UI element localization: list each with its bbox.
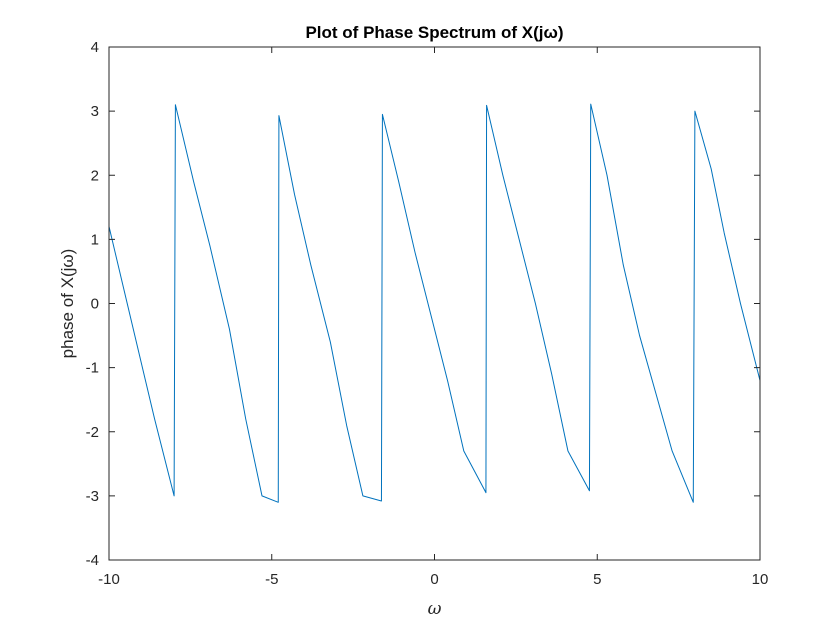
plot-area [108, 103, 761, 503]
x-tick-label: -10 [98, 571, 120, 588]
y-tick-label: 3 [91, 103, 99, 120]
y-tick-label: 1 [91, 231, 99, 248]
y-tick-label: 0 [91, 296, 99, 313]
x-tick-label: 5 [593, 571, 601, 588]
x-tick-label: 10 [752, 571, 769, 588]
y-tick-label: -3 [86, 488, 99, 505]
y-axis-label: phase of X(jω) [58, 249, 77, 359]
x-tick-label: -5 [265, 571, 278, 588]
x-tick-label: 0 [430, 571, 438, 588]
y-tick-label: 4 [91, 39, 99, 56]
y-tick-label: 2 [91, 167, 99, 184]
y-tick-label: -2 [86, 424, 99, 441]
y-tick-label: -4 [86, 552, 99, 569]
chart-title: Plot of Phase Spectrum of X(jω) [305, 23, 563, 42]
x-axis-label: ω [428, 599, 442, 619]
y-tick-label: -1 [86, 360, 99, 377]
series-line-0 [108, 103, 761, 503]
